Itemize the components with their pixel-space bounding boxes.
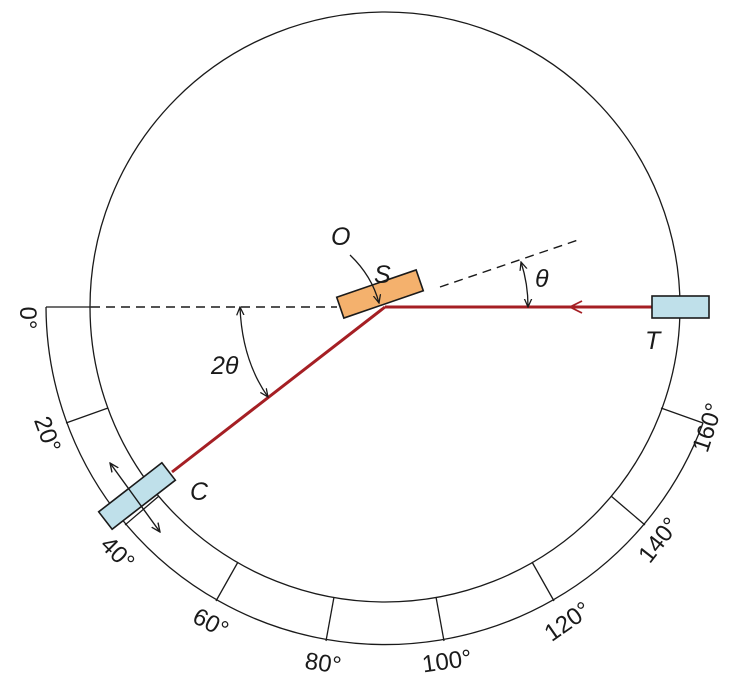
diffracted-beam xyxy=(171,305,386,474)
label-two-theta: 2θ xyxy=(210,352,239,380)
scale-label-60: 60° xyxy=(188,603,233,644)
tick-120 xyxy=(531,561,555,602)
scale-end-cap xyxy=(660,407,704,424)
incident-beam-arrow-icon xyxy=(567,300,583,314)
label-theta: θ xyxy=(535,265,549,293)
tick-100 xyxy=(435,596,445,642)
scale-label-80: 80° xyxy=(303,648,343,678)
scale-ticks xyxy=(65,407,646,642)
tick-80 xyxy=(325,596,335,642)
tick-60 xyxy=(215,561,239,602)
scale-label-120: 120° xyxy=(540,597,596,648)
scale-label-40: 40° xyxy=(95,531,140,576)
axis-pointer-arrow-icon xyxy=(349,254,379,303)
tick-140 xyxy=(610,495,646,526)
scale-labels: 0° 20° 40° 60° 80° 100° 120° 140° 160° xyxy=(14,307,728,678)
tick-20 xyxy=(65,407,109,424)
scale-label-0: 0° xyxy=(14,307,41,330)
two-theta-angle-arc xyxy=(240,307,268,397)
label-s: S xyxy=(374,261,391,289)
scale-label-20: 20° xyxy=(28,413,66,456)
theta-angle-arc xyxy=(521,262,528,307)
counter-motion-arrow-icon xyxy=(110,463,160,532)
scale-label-160: 160° xyxy=(687,400,728,456)
counter-housing xyxy=(97,461,177,531)
label-o: O xyxy=(331,223,350,251)
specimen-plane-dashed-line xyxy=(439,239,579,288)
label-c: C xyxy=(190,478,209,506)
scale-label-100: 100° xyxy=(420,645,473,678)
source-housing xyxy=(651,295,710,319)
label-t: T xyxy=(645,327,662,355)
specimen-block xyxy=(335,268,425,320)
